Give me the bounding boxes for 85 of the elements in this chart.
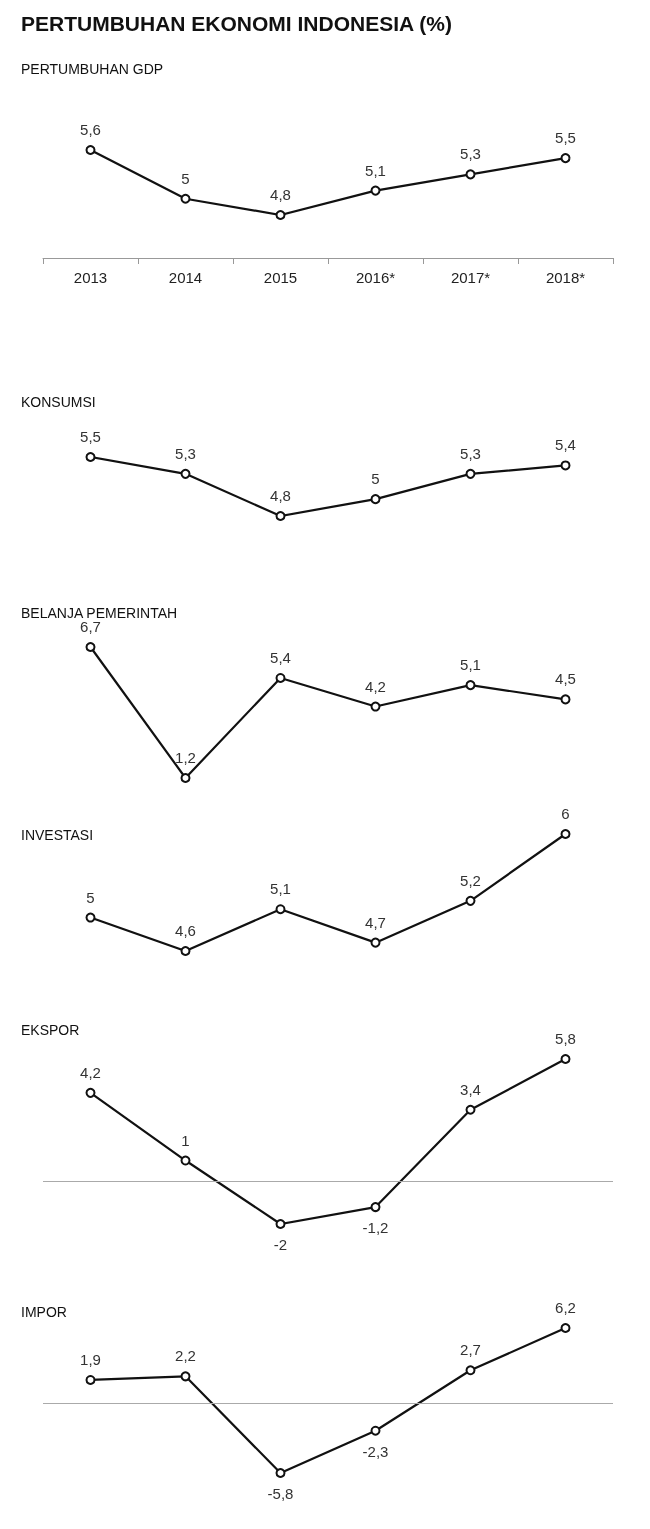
data-label: -1,2 [362,1219,389,1237]
point [85,912,96,923]
point [370,937,381,948]
data-label: 5,5 [80,428,101,445]
point [180,1371,191,1382]
point [370,1425,381,1436]
chart-title: INVESTASI [21,827,94,843]
data-label: 5,4 [270,648,291,666]
data-label: 4,5 [555,670,576,688]
data-label: 6 [561,805,570,822]
data-label: 4,2 [365,677,386,695]
x-tick-label: 2015 [263,269,298,286]
data-label: -2,3 [362,1442,389,1460]
point [465,169,476,180]
point [180,468,191,479]
point [560,460,571,471]
x-tick-label: 2018* [545,269,586,286]
data-label: 5,5 [555,129,576,147]
chart-subtitle: PERTUMBUHAN GDP [21,61,164,77]
x-tick-label: 2016* [355,269,396,286]
data-label: 5,4 [555,436,576,454]
chart-title: EKSPOR [21,1022,80,1038]
point [275,511,286,521]
data-label: 5 [371,470,380,488]
point [465,1365,476,1376]
chart-title: BELANJA PEMERINTAH [21,605,178,621]
data-label: 4,6 [175,922,196,939]
point [85,1087,96,1098]
data-label: 6,7 [80,618,101,635]
point [275,1219,286,1229]
data-label: 1,9 [80,1350,101,1368]
point [275,904,286,915]
data-label: 5,8 [555,1030,576,1047]
point [560,694,571,705]
data-label: 3,4 [460,1080,481,1098]
point [465,1104,476,1115]
data-label: 6,2 [555,1299,576,1316]
data-label: 4,7 [365,913,386,931]
point [370,701,381,712]
x-tick-label: 2014 [168,269,203,286]
x-tick-label: 2013 [73,269,108,286]
x-tick-label: 2017* [450,269,491,286]
point [85,145,96,155]
point [465,680,476,691]
point [275,210,286,220]
data-label: 5 [181,169,190,187]
point [275,1468,286,1478]
point [560,829,571,839]
data-label: 5,2 [460,871,481,889]
point [560,1054,571,1064]
point [85,642,96,652]
data-label: 1,2 [175,749,196,766]
point [85,452,96,462]
data-label: 5 [86,888,95,906]
point [180,1155,191,1166]
data-label: -2 [273,1236,288,1253]
data-label: 2,2 [175,1347,196,1365]
data-label: 4,8 [270,186,291,203]
data-label: 4,2 [80,1063,101,1081]
data-label: 5,1 [365,161,386,179]
data-label: -5,8 [267,1485,294,1502]
data-label: 5,1 [270,880,291,898]
point [370,1202,381,1213]
point [85,1374,96,1385]
point [180,946,191,956]
data-label: 1 [181,1131,190,1149]
point [560,153,571,164]
point [275,672,286,683]
data-label: 5,3 [175,444,196,462]
data-label: 5,6 [80,121,101,138]
data-label: 2,7 [460,1341,481,1359]
point [180,193,191,204]
chart-title: KONSUMSI [21,394,96,410]
data-label: 5,3 [460,145,481,163]
point [370,494,381,505]
data-label: 5,3 [460,444,481,462]
point [465,895,476,906]
point [180,773,191,783]
data-label: 4,8 [270,487,291,504]
point [560,1323,571,1333]
data-label: 5,1 [460,656,481,674]
point [465,468,476,479]
point [370,185,381,196]
chart-title: PERTUMBUHAN EKONOMI INDONESIA (%) [21,12,452,35]
chart-title: IMPOR [21,1304,67,1320]
